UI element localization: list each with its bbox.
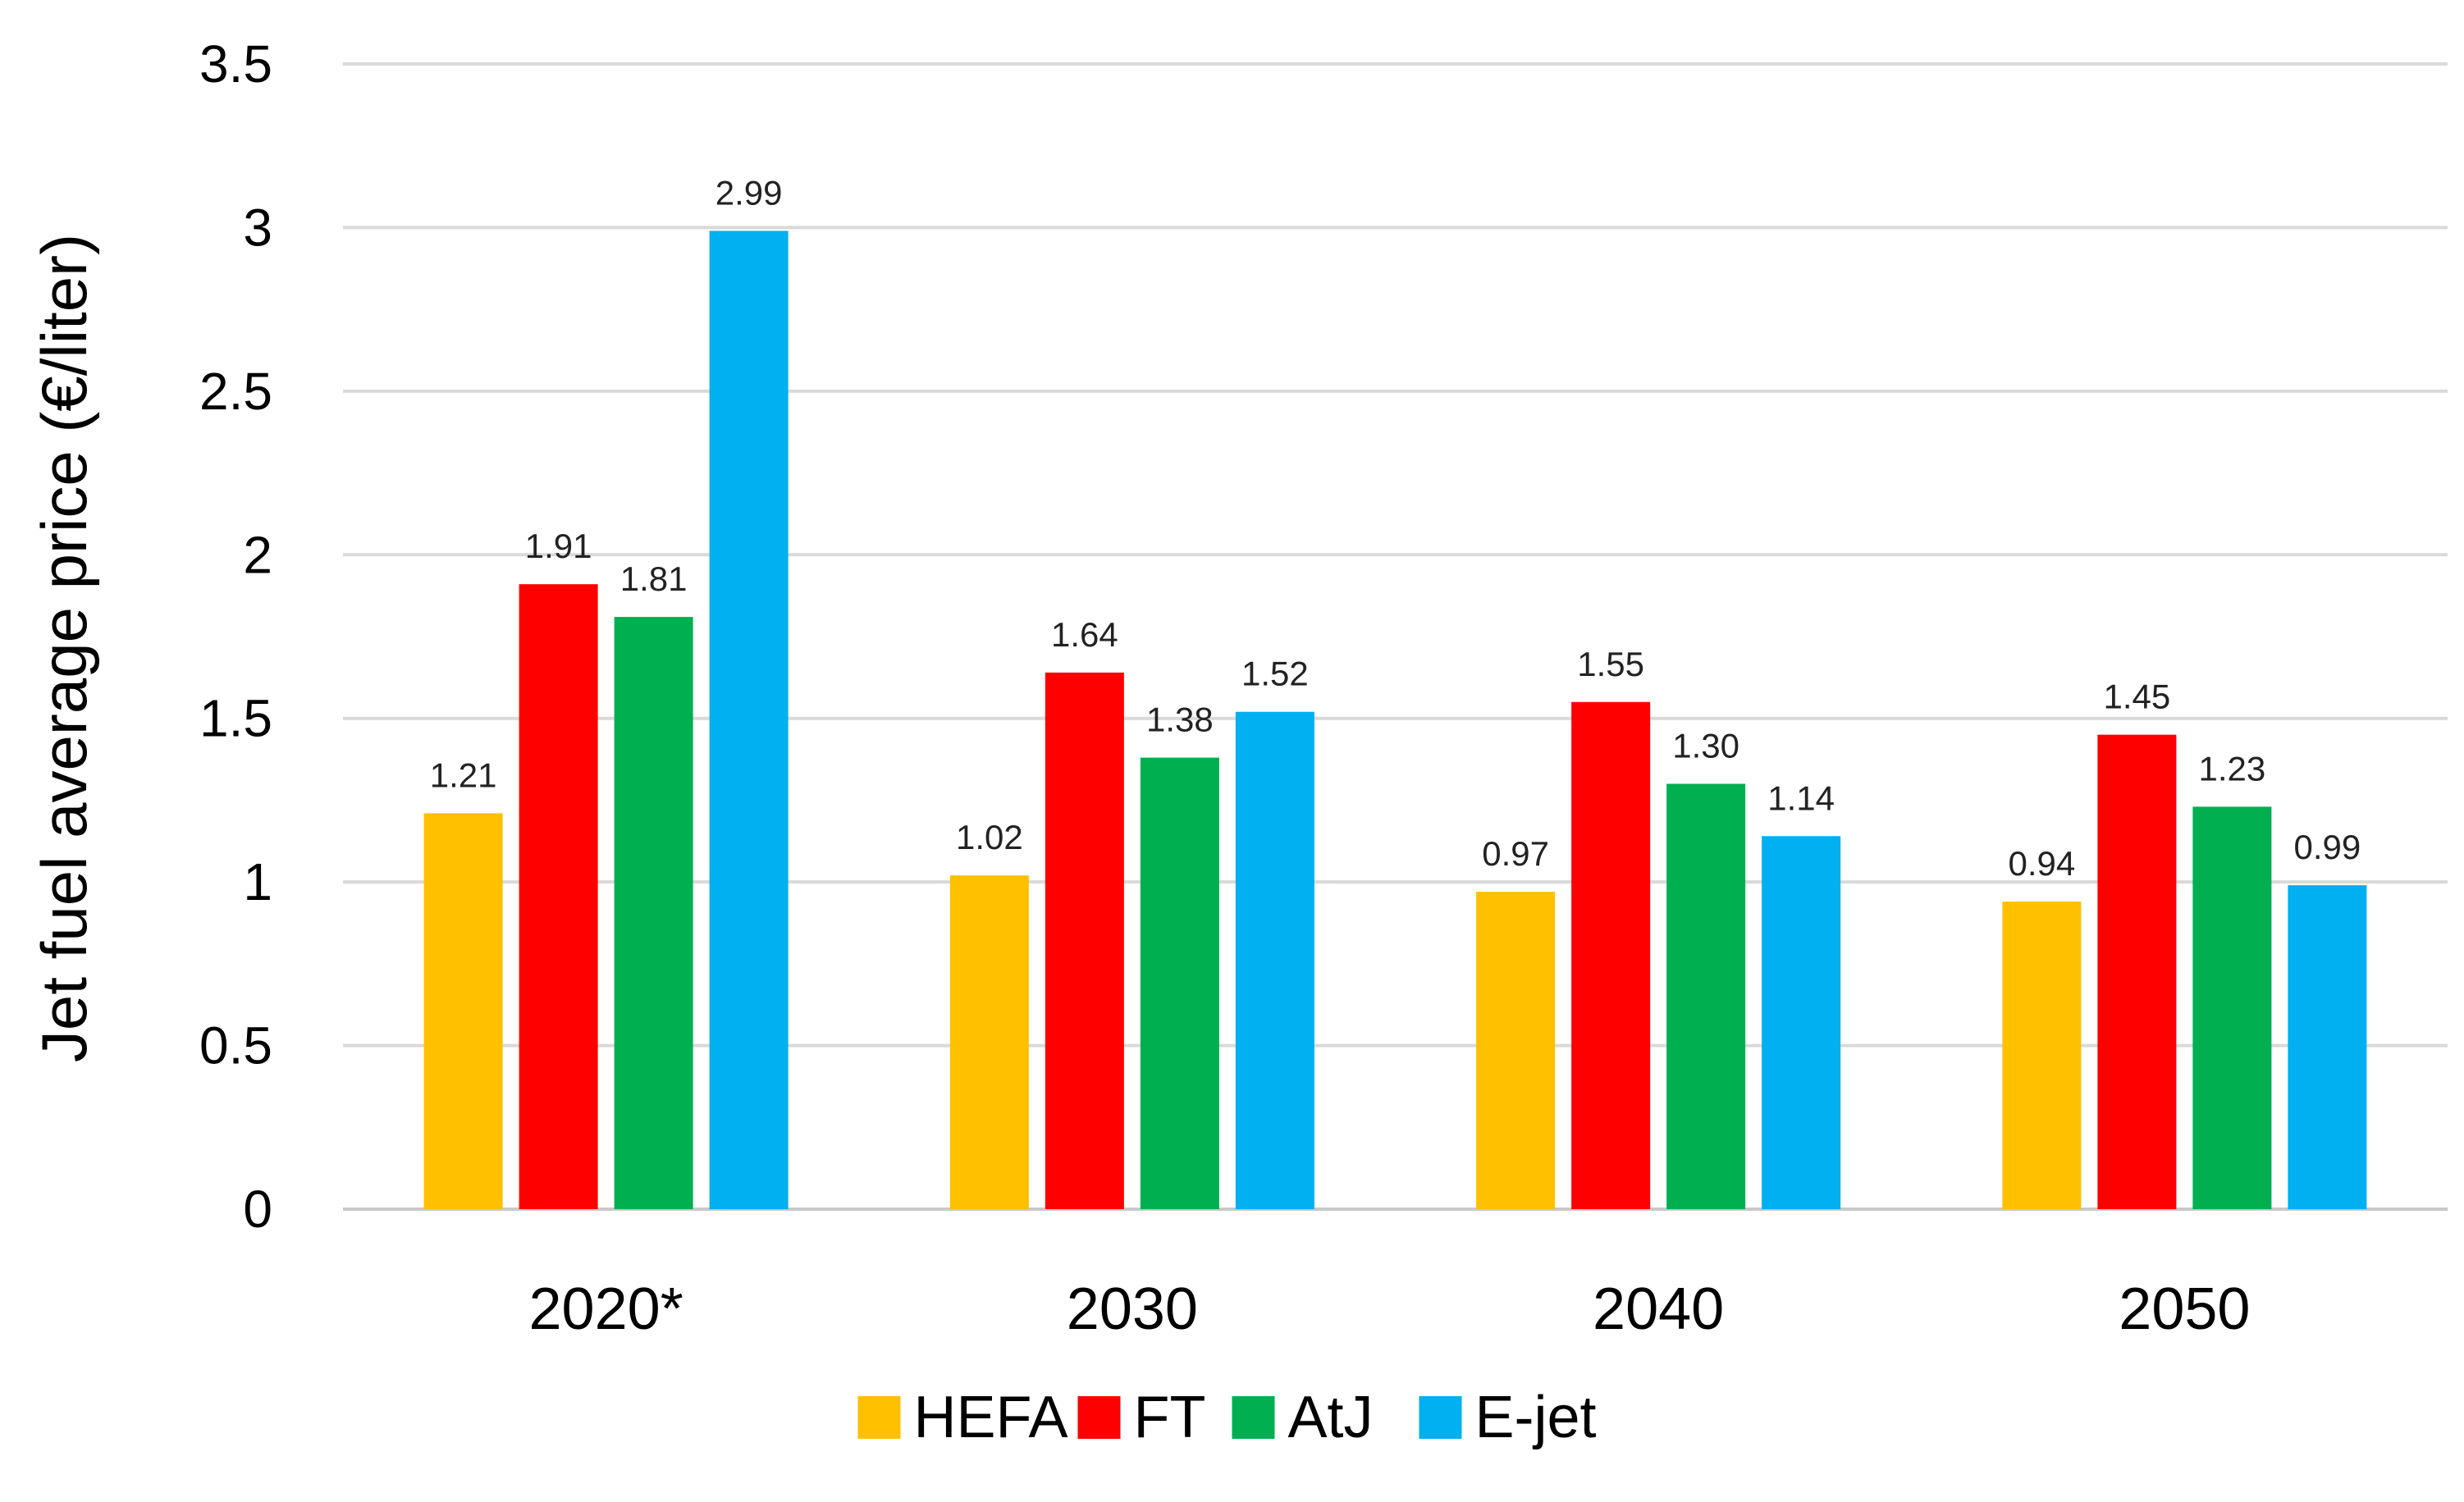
data-label: 0.94 xyxy=(2009,844,2076,883)
bars xyxy=(423,231,2367,1210)
y-tick-label: 1 xyxy=(243,852,272,911)
category-label: 2020* xyxy=(529,1276,683,1342)
data-label: 1.21 xyxy=(430,756,497,794)
legend-swatch xyxy=(1419,1396,1462,1439)
bar-e-jet-0 xyxy=(709,231,789,1210)
bar-hefa-1 xyxy=(949,875,1029,1209)
bar-e-jet-2 xyxy=(1762,836,1841,1209)
legend-label: AtJ xyxy=(1288,1385,1374,1450)
data-label: 1.45 xyxy=(2104,678,2171,716)
y-tick-label: 1.5 xyxy=(199,689,272,748)
y-tick-label: 2 xyxy=(243,525,272,584)
data-label: 1.64 xyxy=(1051,615,1118,654)
y-tick-labels: 0 0.5 1 1.5 2 2.5 3 3.5 xyxy=(199,34,272,1239)
legend-label: E-jet xyxy=(1475,1385,1597,1450)
data-label: 1.14 xyxy=(1767,778,1835,817)
bar-ft-2 xyxy=(1571,701,1651,1209)
data-label: 1.91 xyxy=(525,527,592,565)
bar-atj-3 xyxy=(2192,806,2272,1209)
bar-atj-0 xyxy=(614,617,693,1209)
grid-layer xyxy=(343,62,2448,1211)
category-label: 2050 xyxy=(2119,1276,2250,1342)
data-label: 1.38 xyxy=(1146,701,1214,739)
data-label: 1.52 xyxy=(1241,655,1309,693)
data-label: 0.99 xyxy=(2294,828,2361,866)
bar-atj-2 xyxy=(1666,783,1746,1209)
legend-label: HEFA xyxy=(914,1385,1068,1450)
legend-swatch xyxy=(857,1396,901,1439)
y-tick-label: 3 xyxy=(243,198,272,257)
y-tick-label: 0 xyxy=(243,1180,272,1239)
bar-atj-1 xyxy=(1140,757,1219,1209)
data-label: 1.30 xyxy=(1672,726,1739,765)
bar-hefa-2 xyxy=(1476,892,1556,1209)
bar-e-jet-1 xyxy=(1235,711,1314,1209)
bar-hefa-0 xyxy=(423,813,503,1209)
y-tick-label: 2.5 xyxy=(199,362,272,421)
category-label: 2030 xyxy=(1067,1276,1198,1342)
data-label: 2.99 xyxy=(715,173,783,212)
bar-ft-3 xyxy=(2097,734,2177,1209)
bar-e-jet-3 xyxy=(2288,885,2367,1209)
legend-swatch xyxy=(1077,1396,1121,1439)
y-axis-label: Jet fuel average price (€/liter) xyxy=(28,234,100,1062)
bar-ft-0 xyxy=(519,584,598,1209)
data-labels: 1.21 1.91 1.81 2.99 1.02 1.64 1.38 1.52 0.97 1.55… xyxy=(430,173,2361,883)
legend: HEFA FT AtJ E-jet xyxy=(857,1385,1597,1450)
legend-swatch xyxy=(1232,1396,1275,1439)
data-label: 1.81 xyxy=(620,559,688,598)
bar-hefa-3 xyxy=(2002,902,2082,1209)
category-label: 2040 xyxy=(1593,1276,1724,1342)
y-tick-label: 3.5 xyxy=(199,34,272,94)
legend-label: FT xyxy=(1134,1385,1206,1450)
data-label: 1.23 xyxy=(2199,749,2266,788)
data-label: 1.55 xyxy=(1577,645,1644,683)
y-tick-label: 0.5 xyxy=(199,1016,272,1075)
data-label: 1.02 xyxy=(956,818,1023,856)
data-label: 0.97 xyxy=(1482,834,1549,873)
bar-ft-1 xyxy=(1045,672,1124,1209)
category-labels: 2020* 2030 2040 2050 xyxy=(529,1276,2251,1342)
